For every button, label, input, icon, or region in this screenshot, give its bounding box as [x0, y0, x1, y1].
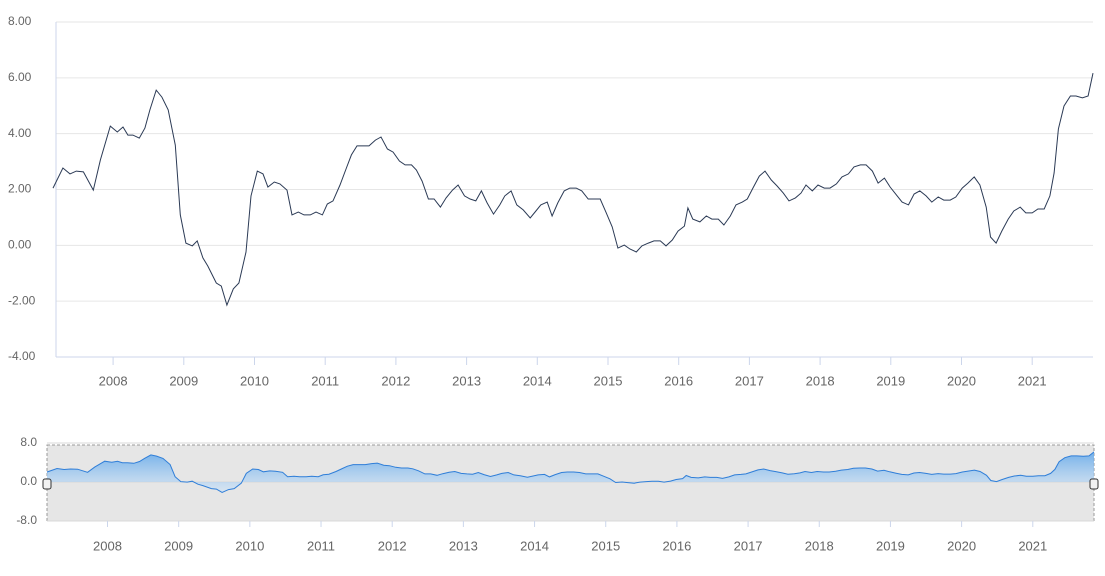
x-tick-label: 2014: [523, 373, 552, 388]
x-tick-label: 2015: [594, 373, 623, 388]
nav-x-tick-label: 2011: [307, 538, 335, 553]
x-tick-label: 2008: [99, 373, 128, 388]
nav-x-tick-label: 2017: [734, 538, 763, 553]
nav-y-tick-label: 8.0: [20, 435, 37, 449]
x-tick-label: 2012: [381, 373, 410, 388]
nav-handle[interactable]: [1089, 478, 1099, 490]
nav-line: [46, 451, 1095, 493]
nav-y-tick-label: 0.0: [20, 474, 37, 488]
y-tick-label: 2.00: [8, 182, 32, 196]
nav-x-tick-label: 2014: [520, 538, 549, 553]
nav-y-tick-label: -8.0: [16, 513, 37, 527]
nav-x-tick-label: 2021: [1018, 538, 1047, 553]
nav-x-tick-label: 2019: [876, 538, 905, 553]
x-tick-label: 2010: [240, 373, 269, 388]
nav-x-tick-label: 2013: [449, 538, 478, 553]
y-tick-label: 8.00: [8, 14, 32, 28]
nav-x-tick-label: 2020: [947, 538, 976, 553]
x-tick-label: 2009: [169, 373, 198, 388]
y-tick-label: 0.00: [8, 238, 32, 252]
nav-handle[interactable]: [42, 478, 52, 490]
x-tick-label: 2017: [735, 373, 764, 388]
x-tick-label: 2013: [452, 373, 481, 388]
nav-x-tick-label: 2018: [805, 538, 834, 553]
y-tick-label: 6.00: [8, 70, 32, 84]
x-tick-label: 2018: [806, 373, 835, 388]
nav-x-tick-label: 2010: [235, 538, 264, 553]
nav-x-tick-label: 2016: [662, 538, 691, 553]
y-tick-label: -2.00: [8, 293, 36, 307]
nav-x-tick-label: 2015: [591, 538, 620, 553]
nav-x-tick-label: 2012: [378, 538, 407, 553]
data-line: [52, 72, 1094, 307]
x-tick-label: 2011: [311, 373, 339, 388]
x-tick-label: 2021: [1018, 373, 1047, 388]
x-tick-label: 2020: [947, 373, 976, 388]
y-tick-label: 4.00: [8, 126, 32, 140]
nav-x-tick-label: 2009: [164, 538, 193, 553]
x-tick-label: 2019: [876, 373, 905, 388]
nav-x-tick-label: 2008: [93, 538, 122, 553]
y-tick-label: -4.00: [8, 349, 36, 363]
x-tick-label: 2016: [664, 373, 693, 388]
